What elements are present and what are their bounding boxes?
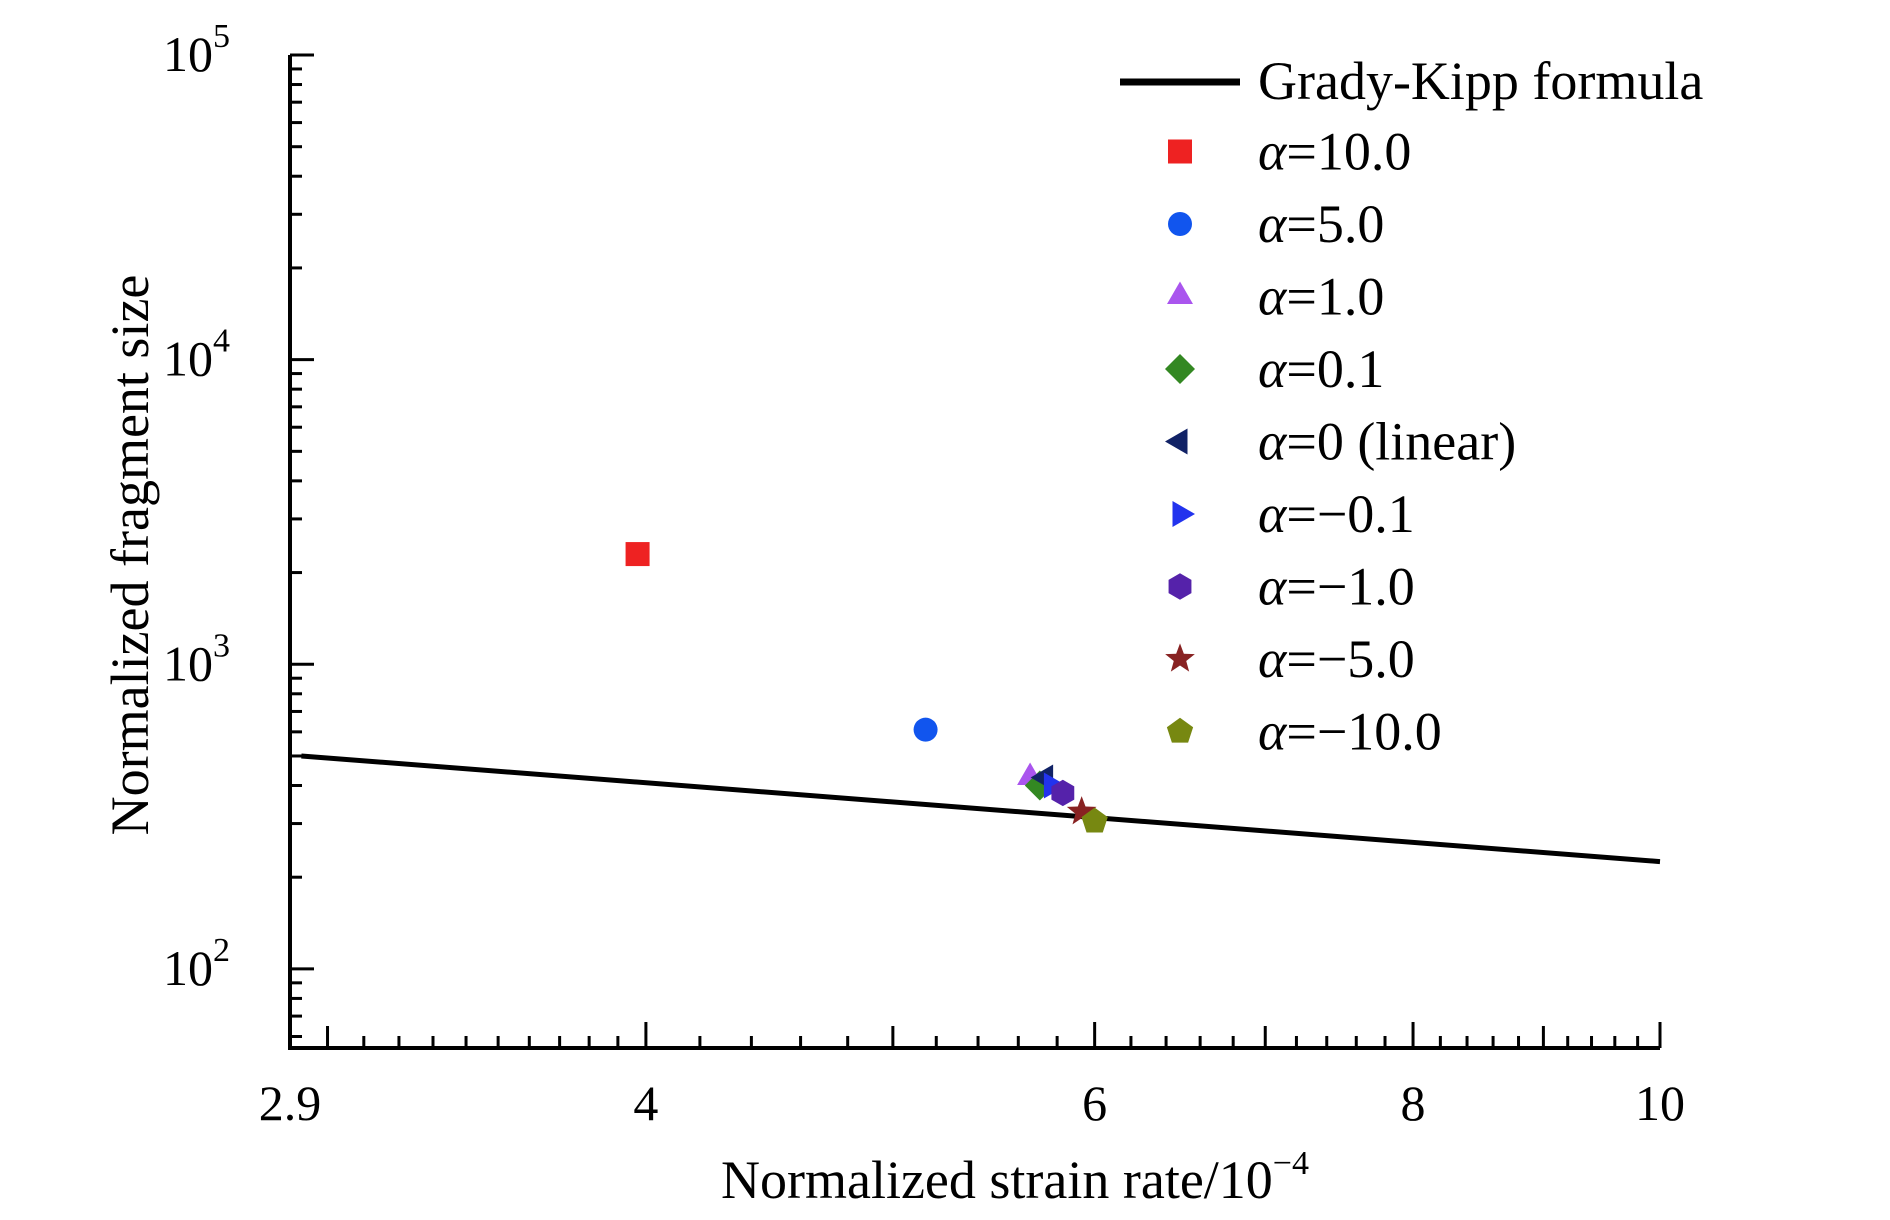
x-tick-label: 2.9 — [259, 1075, 322, 1131]
legend-marker — [1168, 212, 1192, 236]
legend-marker — [1168, 573, 1192, 600]
legend-marker — [1172, 501, 1195, 527]
y-tick-label: 103 — [163, 627, 230, 691]
tick-labels: 2.9 4 6 8 10 102 103 104 105 — [163, 18, 1685, 1131]
legend-label: α=−1.0 — [1258, 557, 1415, 617]
x-tick-label: 4 — [633, 1075, 658, 1131]
y-tick-label: 105 — [163, 18, 230, 82]
x-axis-label: Normalized strain rate/10−4 — [721, 1145, 1309, 1210]
data-point — [1066, 796, 1097, 825]
legend-label: α=−5.0 — [1258, 629, 1415, 689]
legend-marker — [1166, 717, 1194, 743]
y-tick-label: 104 — [163, 323, 230, 387]
legend-label: α=10.0 — [1258, 122, 1411, 182]
data-point — [913, 717, 938, 742]
legend-marker — [1165, 643, 1195, 672]
x-tick-label: 10 — [1635, 1075, 1685, 1131]
data-point — [1081, 807, 1108, 833]
legend-marker — [1165, 354, 1195, 384]
legend-label: α=1.0 — [1258, 267, 1384, 327]
ticks — [288, 53, 1662, 1048]
axes — [288, 55, 1660, 1050]
x-tick-label: 6 — [1082, 1075, 1107, 1131]
x-tick-label: 8 — [1401, 1075, 1426, 1131]
legend-label: α=−0.1 — [1258, 484, 1415, 544]
legend-marker — [1168, 139, 1192, 164]
data-point — [625, 542, 650, 567]
legend-label: α=−10.0 — [1258, 702, 1442, 762]
legend-marker — [1167, 281, 1193, 304]
grady-kipp-line — [301, 753, 1661, 865]
legend-label: α=0 (linear) — [1258, 412, 1516, 472]
y-axis-label: Normalized fragment size — [100, 275, 160, 836]
legend-label: Grady-Kipp formula — [1258, 51, 1703, 111]
data-points — [625, 542, 1108, 833]
legend-label: α=0.1 — [1258, 339, 1384, 399]
legend-label: α=5.0 — [1258, 194, 1384, 254]
legend-marker — [1165, 428, 1188, 455]
y-tick-label: 102 — [163, 932, 230, 996]
data-point — [1051, 779, 1075, 807]
grady-kipp-line-path — [301, 753, 1661, 865]
legend: Grady-Kipp formula α=10.0 α=5.0 α=1.0 α=0.1 α… — [1120, 51, 1703, 762]
